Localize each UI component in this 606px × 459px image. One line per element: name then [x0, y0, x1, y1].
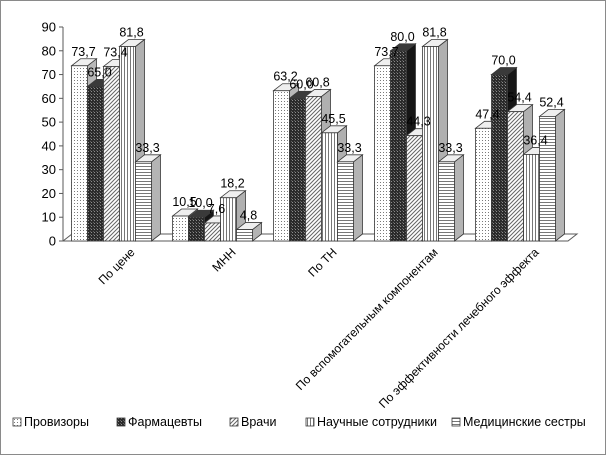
data-label: 10,5: [172, 195, 196, 209]
data-label: 44,3: [406, 115, 430, 129]
data-label: 73,7: [71, 45, 95, 59]
y-tick-label: 30: [42, 162, 56, 177]
bar-front: [491, 74, 508, 242]
legend-swatch: [451, 417, 461, 427]
legend-item: Провизоры: [12, 415, 89, 429]
bar-front: [289, 97, 306, 242]
legend-label: Медицинские сестры: [463, 415, 586, 429]
bar-front: [539, 116, 556, 242]
bar-front: [204, 222, 221, 242]
bar-side: [353, 154, 363, 242]
bar-front: [337, 161, 354, 242]
data-label: 33,3: [135, 141, 159, 155]
data-label: 60,8: [305, 75, 329, 89]
legend-swatch: [116, 417, 126, 427]
data-label: 47,4: [475, 107, 499, 121]
bar-front: [220, 197, 237, 242]
bar-front: [422, 46, 439, 242]
bar-front: [135, 161, 152, 242]
bar: [437, 154, 465, 242]
bar-front: [119, 46, 136, 242]
data-label: 18,2: [220, 177, 244, 191]
legend-label: Врачи: [241, 415, 276, 429]
bar-front: [172, 215, 189, 242]
bar-front: [507, 111, 524, 242]
legend-item: Врачи: [229, 415, 276, 429]
bar-side: [151, 154, 161, 242]
bar-front: [71, 65, 88, 242]
data-label: 45,5: [321, 112, 345, 126]
category-label: По эффективности лечебного эффекта: [376, 245, 542, 411]
legend-label: Научные сотрудники: [317, 415, 437, 429]
bar-front: [305, 96, 322, 242]
legend-swatch: [12, 417, 22, 427]
category-label: По цене: [96, 245, 138, 287]
legend-item: Научные сотрудники: [305, 415, 437, 429]
bar-side: [555, 108, 565, 242]
data-label: 36,4: [523, 133, 547, 147]
bar: [134, 154, 162, 242]
y-tick-label: 60: [42, 91, 56, 106]
bar-front: [374, 65, 391, 242]
y-tick-label: 90: [42, 20, 56, 35]
data-labels: 73,7 65,0 73,4 81,8 33,3 10,510,07,6 18,2 4,8 63…: [71, 25, 563, 222]
data-label: 33,3: [337, 141, 361, 155]
bar-front: [103, 66, 120, 242]
bar-front: [236, 229, 253, 242]
data-label: 4,8: [240, 209, 257, 223]
category-label: По ТН: [305, 245, 339, 279]
data-label: 7,6: [208, 202, 225, 216]
bar-front: [321, 132, 338, 242]
bar-side: [454, 154, 464, 242]
bars: [70, 38, 566, 242]
bar: [336, 154, 364, 242]
y-tick-label: 50: [42, 115, 56, 130]
legend-label: Фармацевты: [128, 415, 202, 429]
legend: Провизоры Фармацевты Врачи Научные сотрудни…: [12, 415, 586, 429]
bar-front: [406, 135, 423, 242]
legend-swatch: [229, 417, 239, 427]
bar-front: [523, 154, 540, 242]
bar-front: [188, 216, 205, 242]
data-label: 73,7: [374, 45, 398, 59]
bar-front: [273, 90, 290, 242]
bar: [538, 108, 566, 242]
data-label: 73,4: [103, 45, 127, 59]
data-label: 70,0: [491, 54, 515, 68]
data-label: 10,0: [188, 196, 212, 210]
bar: [235, 221, 263, 242]
bar-front: [475, 127, 492, 242]
data-label: 81,8: [422, 25, 446, 39]
y-tick-label: 80: [42, 43, 56, 58]
y-tick-label: 40: [42, 138, 56, 153]
data-label: 63,2: [273, 70, 297, 84]
legend-item: Фармацевты: [116, 415, 202, 429]
data-label: 60,0: [289, 77, 313, 91]
legend-label: Провизоры: [24, 415, 89, 429]
data-label: 33,3: [438, 141, 462, 155]
legend-swatch: [305, 417, 315, 427]
data-label: 81,8: [119, 25, 143, 39]
data-label: 65,0: [87, 65, 111, 79]
category-label: МНН: [209, 245, 238, 274]
y-tick-label: 0: [49, 234, 56, 249]
bar-front: [438, 161, 455, 242]
data-label: 54,4: [507, 91, 531, 105]
y-tick-label: 10: [42, 210, 56, 225]
data-label: 80,0: [390, 30, 414, 44]
bar-front: [87, 86, 104, 242]
y-tick-label: 70: [42, 67, 56, 82]
bar-front: [390, 50, 407, 242]
data-label: 52,4: [539, 95, 563, 109]
legend-item: Медицинские сестры: [451, 415, 586, 429]
y-axis: 0 10 20 30 40 50 60 70 80 90: [42, 20, 64, 249]
y-tick-label: 20: [42, 186, 56, 201]
